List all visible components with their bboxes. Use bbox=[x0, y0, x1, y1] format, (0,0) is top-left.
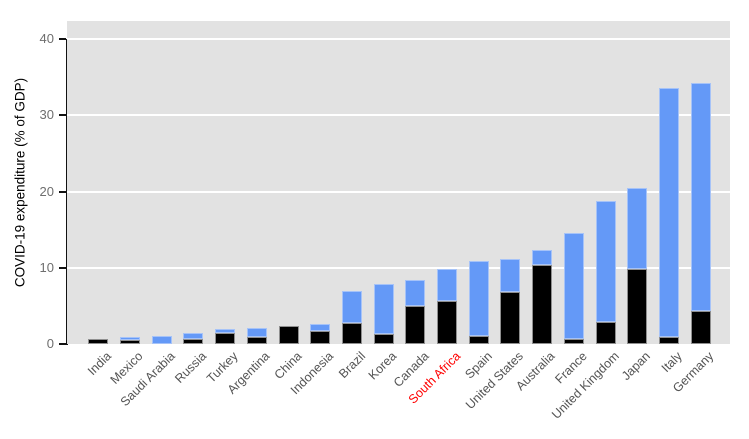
segment-black bbox=[120, 340, 140, 344]
segment-blue bbox=[405, 279, 426, 306]
segment-black bbox=[595, 321, 616, 344]
segment-blue bbox=[310, 324, 331, 332]
plot-panel bbox=[67, 21, 730, 344]
segment-blue bbox=[468, 260, 489, 337]
segment-blue bbox=[373, 283, 394, 335]
segment-black bbox=[658, 337, 679, 344]
segment-black bbox=[310, 331, 331, 344]
segment-blue bbox=[215, 328, 236, 334]
segment-blue bbox=[151, 336, 172, 344]
y-tick-mark-20 bbox=[59, 190, 66, 193]
segment-black bbox=[627, 269, 648, 344]
segment-black bbox=[278, 325, 299, 344]
y-axis-line bbox=[65, 39, 68, 345]
x-tick-label-russia: Russia bbox=[172, 349, 210, 386]
segment-black bbox=[563, 339, 584, 344]
segment-blue bbox=[183, 332, 204, 339]
segment-black bbox=[437, 300, 457, 344]
y-tick-label-30: 30 bbox=[39, 107, 54, 123]
x-tick-label-italy: Italy bbox=[658, 349, 685, 376]
gridline-30 bbox=[67, 114, 730, 117]
segment-blue bbox=[595, 201, 616, 322]
x-tick-label-japan: Japan bbox=[619, 349, 654, 383]
gridline-20 bbox=[67, 190, 730, 193]
y-tick-mark-10 bbox=[59, 266, 66, 269]
x-tick-label-brazil: Brazil bbox=[335, 349, 368, 382]
segment-blue bbox=[437, 268, 457, 301]
segment-black bbox=[215, 333, 236, 344]
segment-blue bbox=[627, 188, 648, 270]
gridline-10 bbox=[67, 266, 730, 269]
segment-blue bbox=[500, 258, 521, 293]
segment-black bbox=[532, 264, 553, 344]
y-tick-mark-0 bbox=[59, 343, 66, 345]
segment-black bbox=[246, 337, 267, 344]
segment-black bbox=[341, 323, 362, 344]
segment-blue bbox=[532, 250, 553, 265]
segment-blue bbox=[246, 328, 267, 338]
segment-blue bbox=[563, 233, 584, 340]
segment-blue bbox=[658, 87, 679, 338]
y-tick-mark-30 bbox=[59, 114, 66, 117]
gridline-40 bbox=[67, 38, 730, 40]
segment-blue bbox=[690, 83, 711, 312]
segment-black bbox=[373, 334, 394, 344]
segment-black bbox=[500, 292, 521, 344]
segment-black bbox=[690, 311, 711, 344]
y-tick-label-40: 40 bbox=[39, 31, 54, 46]
y-tick-mark-40 bbox=[59, 38, 66, 40]
y-axis-title: COVID-19 expenditure (% of GDP) bbox=[12, 77, 28, 288]
segment-black bbox=[88, 339, 109, 344]
y-tick-label-10: 10 bbox=[39, 259, 54, 275]
segment-blue bbox=[120, 337, 140, 341]
y-tick-label-20: 20 bbox=[39, 183, 54, 199]
y-tick-label-0: 0 bbox=[46, 336, 54, 351]
segment-blue bbox=[341, 291, 362, 324]
segment-black bbox=[468, 336, 489, 344]
segment-black bbox=[405, 305, 426, 344]
segment-black bbox=[183, 338, 204, 344]
